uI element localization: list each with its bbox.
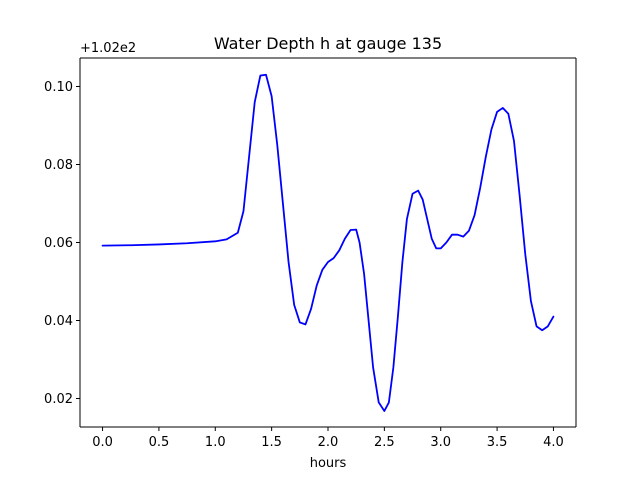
y-axis-ticks: 0.02 0.04 0.06 0.08 0.10 — [44, 80, 80, 407]
y-tick-label: 0.08 — [44, 158, 73, 173]
y-tick-label: 0.04 — [44, 314, 73, 329]
x-tick-label: 0.5 — [149, 435, 170, 450]
x-tick-label: 3.5 — [487, 435, 508, 450]
x-tick-label: 0.0 — [92, 435, 113, 450]
x-axis-ticks: 0.0 0.5 1.0 1.5 2.0 2.5 3.0 3.5 4.0 — [92, 427, 564, 450]
x-tick-label: 4.0 — [543, 435, 564, 450]
x-tick-label: 2.5 — [374, 435, 395, 450]
x-tick-label: 2.0 — [318, 435, 339, 450]
x-tick-label: 3.0 — [430, 435, 451, 450]
series-line-0 — [101, 73, 555, 412]
x-tick-label: 1.0 — [205, 435, 226, 450]
plot-area — [79, 57, 577, 428]
y-tick-label: 0.02 — [44, 392, 73, 407]
chart-title: Water Depth h at gauge 135 — [214, 34, 442, 53]
y-axis-offset-label: +1.02e2 — [80, 41, 136, 56]
y-tick-label: 0.10 — [44, 80, 73, 95]
x-tick-label: 1.5 — [261, 435, 282, 450]
y-tick-label: 0.06 — [44, 236, 73, 251]
x-axis-label: hours — [310, 456, 347, 471]
